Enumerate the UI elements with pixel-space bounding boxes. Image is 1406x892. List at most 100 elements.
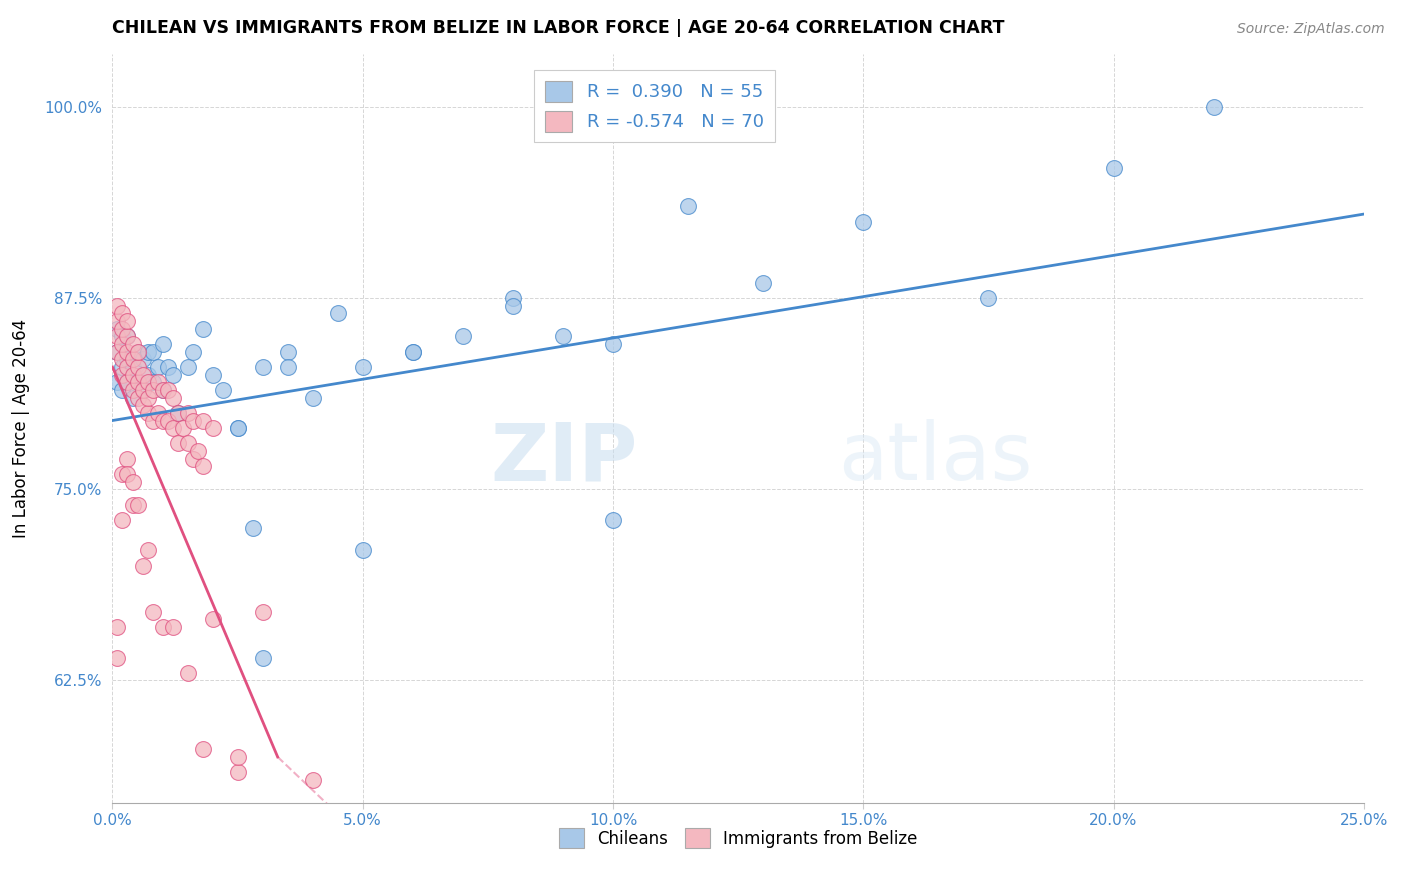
Point — [211, 383, 233, 397]
Point — [402, 344, 425, 359]
Point — [146, 376, 169, 390]
Point — [131, 558, 153, 573]
Point — [352, 359, 374, 374]
Point — [242, 520, 264, 534]
Point — [152, 413, 174, 427]
Point — [277, 359, 299, 374]
Point — [117, 344, 139, 359]
Point — [111, 306, 134, 320]
Point — [226, 421, 249, 435]
Point — [166, 406, 188, 420]
Point — [111, 322, 134, 336]
Point — [136, 376, 159, 390]
Point — [162, 391, 184, 405]
Point — [111, 383, 134, 397]
Point — [146, 406, 169, 420]
Point — [252, 605, 274, 619]
Point — [191, 742, 214, 756]
Y-axis label: In Labor Force | Age 20-64: In Labor Force | Age 20-64 — [13, 318, 30, 538]
Point — [111, 513, 134, 527]
Text: ZIP: ZIP — [491, 419, 638, 497]
Point — [127, 376, 149, 390]
Point — [136, 344, 159, 359]
Point — [107, 344, 129, 359]
Point — [162, 421, 184, 435]
Point — [162, 368, 184, 382]
Point — [107, 314, 129, 328]
Point — [117, 352, 139, 367]
Point — [181, 451, 204, 466]
Point — [172, 421, 194, 435]
Point — [1102, 161, 1125, 176]
Point — [111, 467, 134, 481]
Point — [107, 329, 129, 343]
Point — [107, 376, 129, 390]
Point — [107, 344, 129, 359]
Point — [111, 329, 134, 343]
Point — [152, 620, 174, 634]
Point — [127, 498, 149, 512]
Point — [127, 376, 149, 390]
Point — [131, 368, 153, 382]
Point — [166, 406, 188, 420]
Point — [111, 359, 134, 374]
Point — [502, 291, 524, 305]
Point — [977, 291, 1000, 305]
Point — [107, 620, 129, 634]
Point — [136, 391, 159, 405]
Point — [117, 359, 139, 374]
Point — [156, 413, 179, 427]
Point — [451, 329, 474, 343]
Point — [111, 368, 134, 382]
Point — [301, 391, 323, 405]
Point — [141, 344, 163, 359]
Point — [107, 322, 129, 336]
Point — [121, 352, 143, 367]
Point — [252, 359, 274, 374]
Point — [111, 352, 134, 367]
Point — [107, 299, 129, 313]
Point — [602, 337, 624, 351]
Point — [136, 368, 159, 382]
Point — [176, 406, 198, 420]
Point — [131, 398, 153, 412]
Point — [502, 299, 524, 313]
Point — [146, 359, 169, 374]
Point — [176, 436, 198, 450]
Point — [141, 605, 163, 619]
Point — [226, 765, 249, 780]
Legend: Chileans, Immigrants from Belize: Chileans, Immigrants from Belize — [553, 822, 924, 855]
Point — [136, 543, 159, 558]
Point — [166, 436, 188, 450]
Point — [156, 383, 179, 397]
Text: atlas: atlas — [838, 419, 1032, 497]
Point — [191, 322, 214, 336]
Point — [201, 421, 224, 435]
Point — [181, 413, 204, 427]
Text: Source: ZipAtlas.com: Source: ZipAtlas.com — [1237, 22, 1385, 37]
Point — [141, 383, 163, 397]
Point — [121, 391, 143, 405]
Point — [226, 421, 249, 435]
Point — [111, 337, 134, 351]
Point — [117, 467, 139, 481]
Point — [191, 459, 214, 474]
Point — [127, 391, 149, 405]
Point — [187, 444, 209, 458]
Point — [676, 199, 699, 213]
Point — [121, 359, 143, 374]
Point — [402, 344, 425, 359]
Point — [141, 376, 163, 390]
Point — [117, 376, 139, 390]
Point — [131, 383, 153, 397]
Point — [181, 344, 204, 359]
Point — [127, 344, 149, 359]
Point — [152, 383, 174, 397]
Point — [551, 329, 574, 343]
Point — [121, 337, 143, 351]
Point — [252, 650, 274, 665]
Point — [852, 215, 875, 229]
Point — [121, 475, 143, 489]
Point — [127, 344, 149, 359]
Point — [201, 368, 224, 382]
